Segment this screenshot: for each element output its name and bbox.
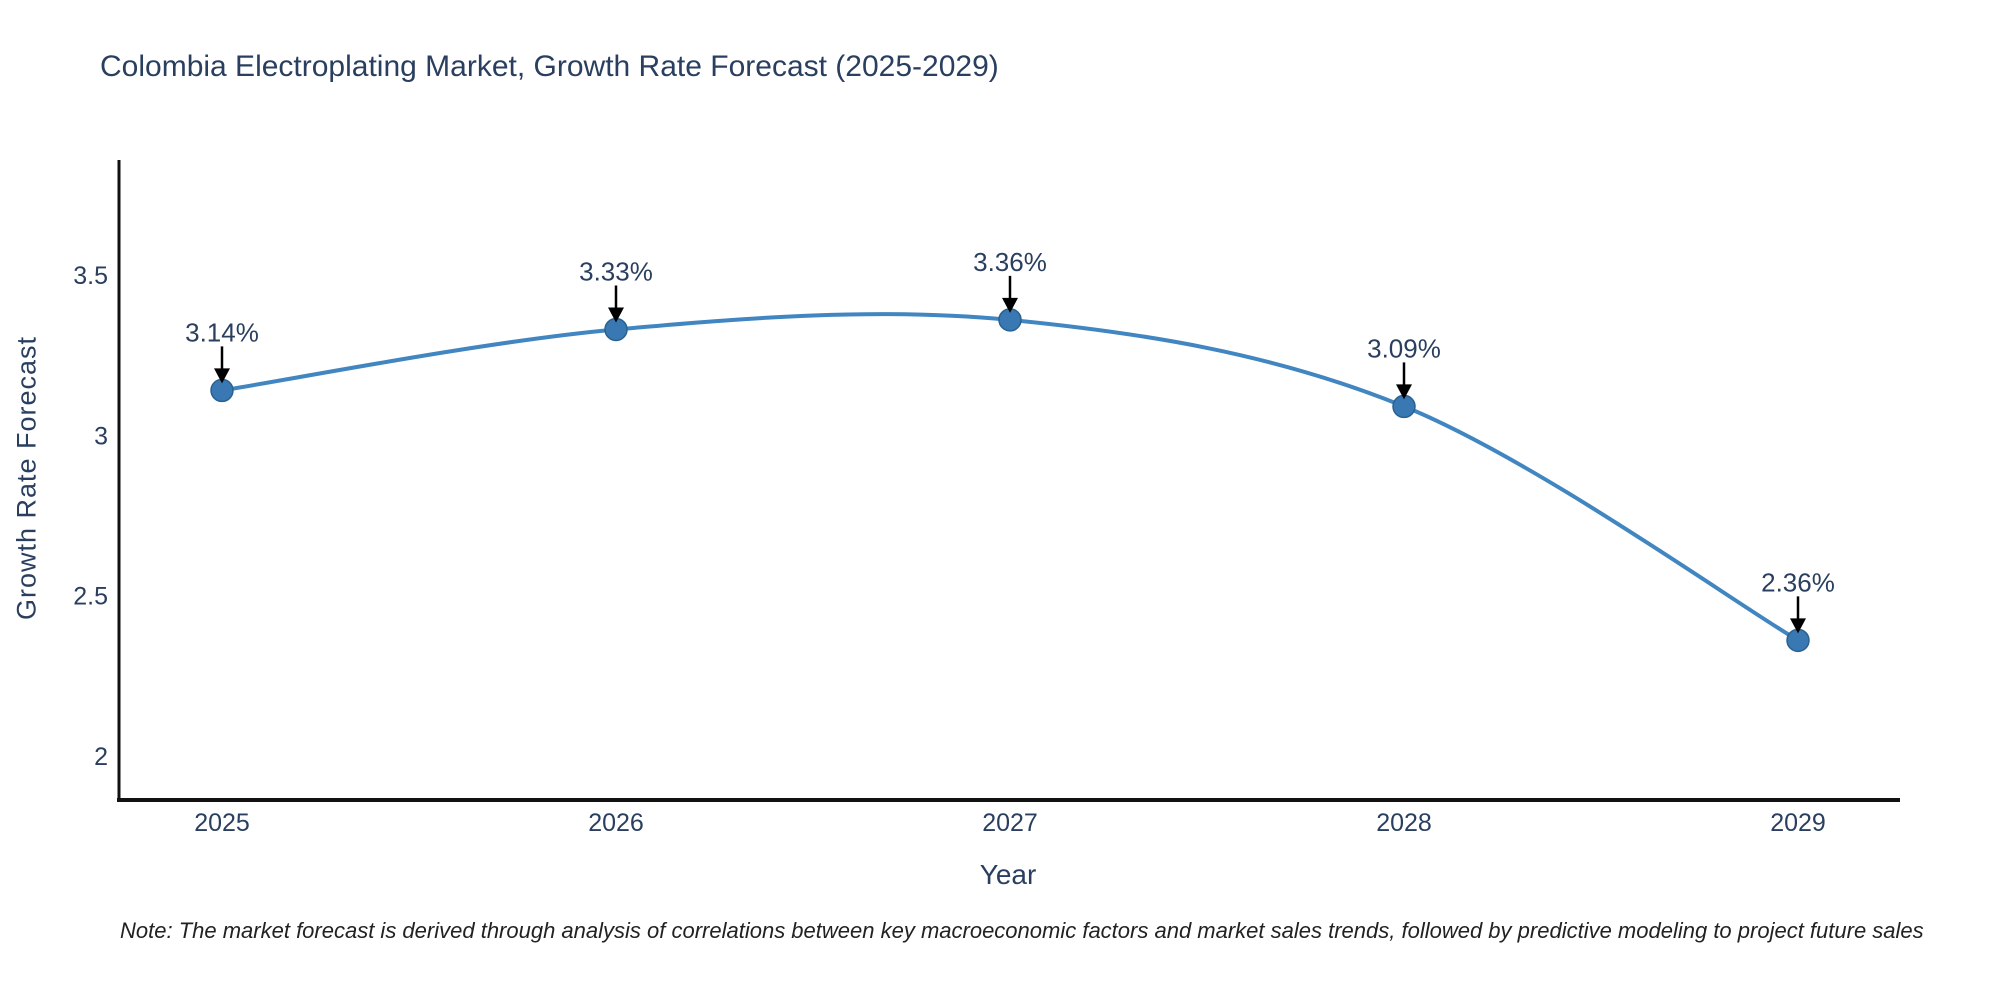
data-point-label: 3.09%: [1367, 333, 1441, 363]
annotation-arrowhead: [608, 307, 624, 323]
x-tick-label: 2028: [1376, 809, 1432, 837]
x-tick-label: 2026: [588, 809, 644, 837]
annotation-arrowhead: [214, 368, 230, 384]
x-tick-label: 2027: [982, 809, 1038, 837]
footnote: Note: The market forecast is derived thr…: [120, 918, 1924, 943]
y-tick-label: 3.5: [73, 262, 108, 290]
x-tick-label: 2025: [194, 809, 250, 837]
data-point-label: 3.33%: [579, 256, 653, 286]
annotation-arrowhead: [1790, 618, 1806, 634]
y-tick-label: 2: [94, 743, 108, 771]
data-point-label: 3.14%: [185, 317, 259, 347]
x-tick-label: 2029: [1770, 809, 1826, 837]
y-tick-label: 3: [94, 422, 108, 450]
chart-title: Colombia Electroplating Market, Growth R…: [100, 50, 999, 83]
annotation-arrowhead: [1396, 384, 1412, 400]
annotation-arrowhead: [1002, 297, 1018, 313]
x-axis-title: Year: [979, 859, 1037, 890]
y-tick-label: 2.5: [73, 583, 108, 611]
data-point-label: 3.36%: [973, 247, 1047, 277]
trend-line: [221, 312, 1800, 643]
data-point-label: 2.36%: [1761, 567, 1835, 597]
